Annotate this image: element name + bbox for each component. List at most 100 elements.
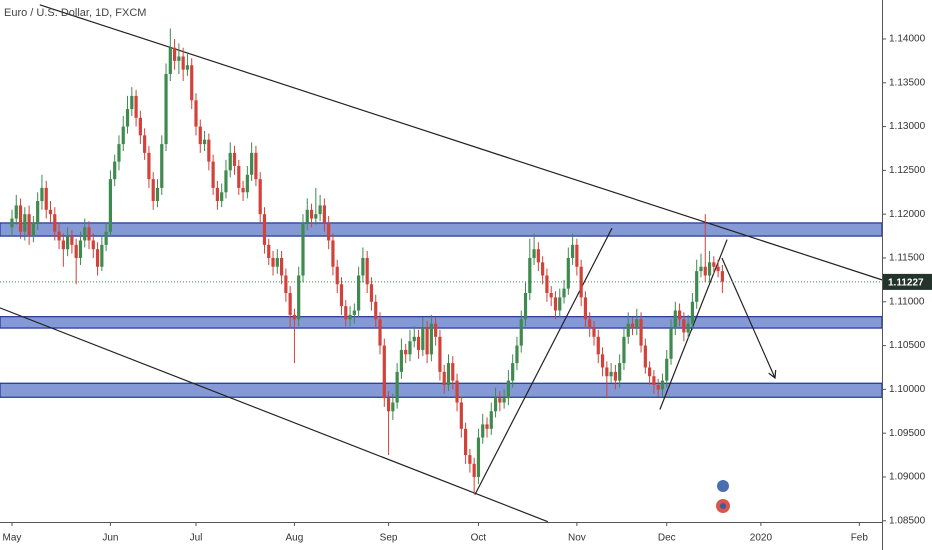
- candle-body: [583, 297, 588, 320]
- candle-body: [566, 257, 570, 289]
- candle-body: [703, 266, 707, 276]
- candle-body: [83, 227, 87, 241]
- candle-body: [40, 187, 44, 202]
- candle-body: [130, 95, 134, 110]
- candle-body: [70, 236, 74, 245]
- trendline: [0, 307, 548, 523]
- candle-body: [660, 380, 665, 390]
- candle-body: [485, 424, 489, 429]
- candle-body: [292, 314, 297, 320]
- support-resistance-zone: [0, 316, 883, 329]
- candle-body: [262, 214, 267, 245]
- candle-body: [14, 205, 18, 219]
- candle-body: [66, 236, 70, 250]
- candle-body: [553, 297, 558, 311]
- candle-body: [506, 380, 511, 399]
- y-tick-label: 1.10000: [889, 384, 926, 395]
- support-resistance-zone: [0, 222, 883, 237]
- candle-body: [720, 271, 724, 282]
- candle-body: [618, 363, 622, 381]
- candle-body: [369, 284, 374, 302]
- candle-body: [177, 56, 181, 61]
- candle-body: [57, 231, 61, 241]
- candle-body: [425, 328, 429, 355]
- candle-body: [190, 65, 194, 101]
- last-price-box: [883, 273, 932, 290]
- candle-body: [254, 152, 258, 180]
- candle-body: [639, 319, 643, 346]
- candle-body: [207, 139, 211, 162]
- candle-body: [652, 376, 656, 385]
- candle-body: [613, 371, 617, 381]
- candle-body: [138, 117, 142, 136]
- candle-body: [669, 328, 673, 359]
- candle-body: [412, 336, 416, 342]
- candle-body: [630, 323, 635, 329]
- candle-body: [622, 336, 626, 364]
- candle-body: [648, 367, 652, 377]
- x-tick-label: Oct: [471, 533, 487, 544]
- candle-body: [592, 328, 596, 337]
- candle-body: [523, 293, 528, 320]
- candle-body: [656, 384, 660, 390]
- support-resistance-zone: [0, 382, 883, 398]
- x-tick-label: Aug: [286, 533, 304, 544]
- indicator-icons: [716, 480, 730, 513]
- candle-body: [352, 310, 356, 315]
- candle-body: [361, 257, 365, 276]
- y-tick-label: 1.12500: [889, 165, 926, 176]
- candle-body: [511, 363, 515, 381]
- candle-body: [626, 323, 630, 337]
- candle-body: [322, 205, 326, 223]
- candle-body: [220, 192, 224, 202]
- trendline: [39, 4, 883, 281]
- candle-body: [100, 244, 104, 267]
- candle-body: [476, 437, 481, 477]
- candle-body: [455, 380, 459, 403]
- candle-body: [382, 345, 386, 399]
- candle-body: [121, 126, 125, 145]
- candle-body: [125, 109, 130, 127]
- candle-body: [44, 187, 48, 210]
- candle-body: [446, 363, 451, 385]
- candle-body: [348, 314, 352, 320]
- candle-body: [258, 179, 262, 215]
- x-tick-label: Jun: [102, 533, 118, 544]
- y-tick-label: 1.11500: [889, 253, 925, 264]
- candle-body: [558, 297, 562, 311]
- candle-body: [185, 65, 190, 70]
- candle-body: [31, 222, 35, 237]
- candle-body: [528, 257, 532, 294]
- y-tick-label: 1.08500: [889, 515, 926, 526]
- candle-body: [36, 201, 40, 223]
- candle-body: [374, 301, 378, 320]
- candle-body: [10, 218, 14, 228]
- candle-body: [202, 139, 207, 145]
- candle-body: [164, 74, 168, 145]
- candle-body: [160, 144, 164, 188]
- candle-body: [481, 424, 485, 438]
- candle-body: [472, 463, 476, 477]
- candle-body: [61, 240, 65, 250]
- candle-body: [155, 187, 160, 202]
- candle-body: [224, 170, 228, 193]
- candle-body: [335, 266, 339, 285]
- y-tick-label: 1.09000: [889, 472, 926, 483]
- candle-body: [451, 363, 455, 381]
- candle-body: [682, 319, 686, 333]
- candle-body: [588, 319, 592, 329]
- candle-body: [395, 371, 399, 403]
- y-tick-label: 1.09500: [889, 428, 926, 439]
- y-tick-label: 1.14000: [889, 34, 926, 45]
- candle-body: [245, 174, 249, 193]
- icon: [720, 503, 726, 509]
- candle-body: [271, 257, 275, 267]
- candle-body: [429, 323, 433, 355]
- candle-body: [194, 100, 198, 127]
- candle-body: [228, 152, 232, 171]
- candle-body: [297, 275, 301, 320]
- x-tick-label: Nov: [568, 533, 586, 544]
- candle-body: [643, 345, 647, 368]
- trendline: [474, 227, 613, 495]
- candle-body: [549, 293, 553, 298]
